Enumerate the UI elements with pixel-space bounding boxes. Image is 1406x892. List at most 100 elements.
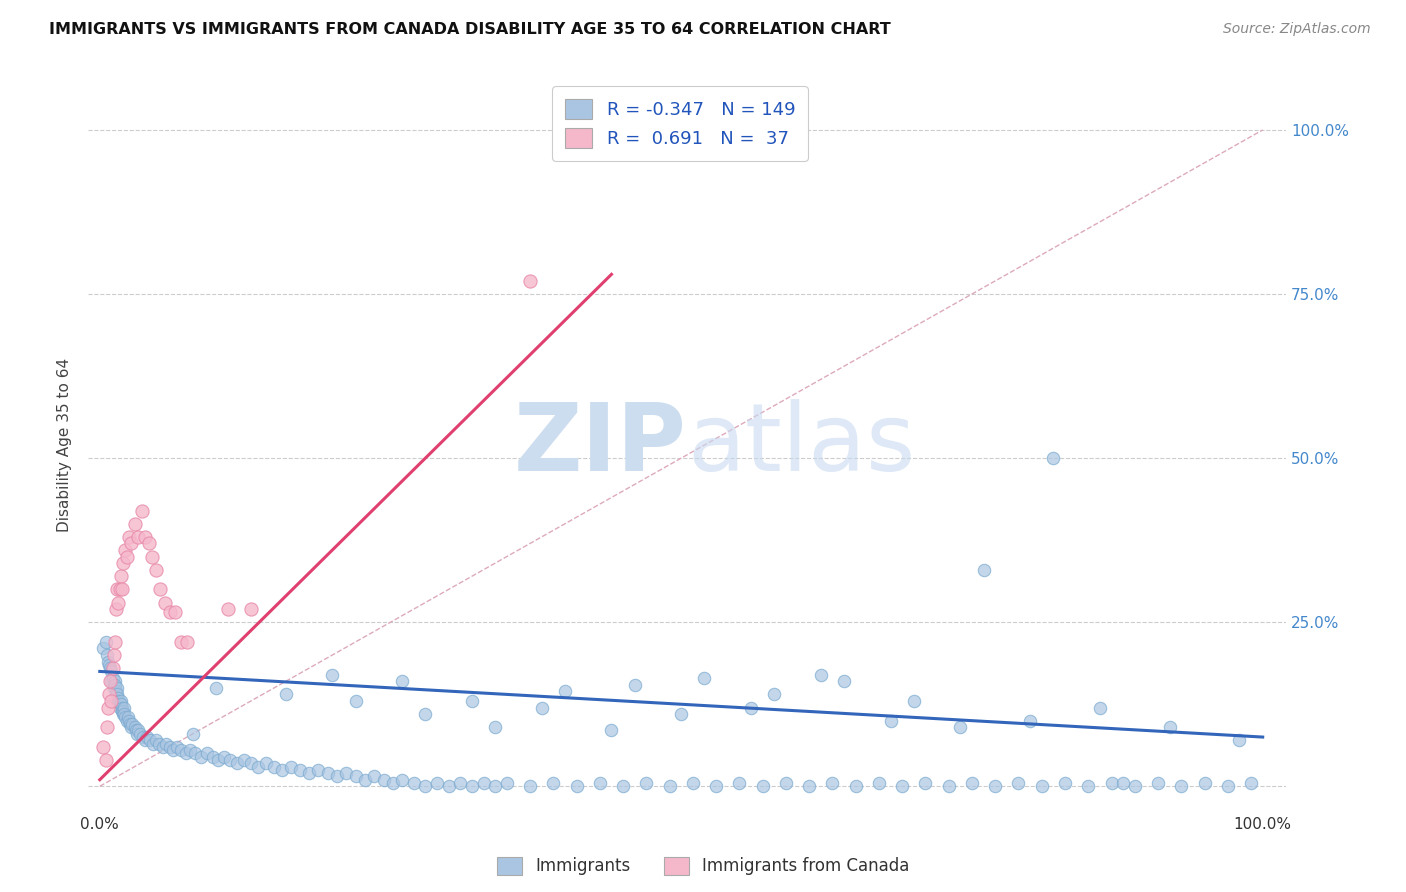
Point <box>868 776 890 790</box>
Point <box>845 779 868 793</box>
Point <box>1019 714 1042 728</box>
Point <box>271 763 294 777</box>
Point <box>97 655 120 669</box>
Point <box>891 779 914 793</box>
Point <box>107 690 129 705</box>
Text: Source: ZipAtlas.com: Source: ZipAtlas.com <box>1223 22 1371 37</box>
Point <box>212 749 235 764</box>
Point <box>91 641 114 656</box>
Point <box>554 684 576 698</box>
Point <box>903 694 925 708</box>
Point <box>114 710 136 724</box>
Point <box>132 730 155 744</box>
Point <box>104 677 127 691</box>
Point <box>98 661 121 675</box>
Point <box>984 779 1007 793</box>
Point <box>437 779 460 793</box>
Point <box>155 737 177 751</box>
Point <box>110 694 132 708</box>
Point <box>1088 700 1111 714</box>
Point <box>111 582 134 597</box>
Point <box>108 700 131 714</box>
Point <box>589 776 612 790</box>
Point <box>201 749 224 764</box>
Point <box>1216 779 1239 793</box>
Point <box>107 595 129 609</box>
Point <box>1101 776 1123 790</box>
Point <box>111 704 134 718</box>
Y-axis label: Disability Age 35 to 64: Disability Age 35 to 64 <box>58 358 72 532</box>
Point <box>103 681 125 695</box>
Point <box>91 739 114 754</box>
Point <box>94 753 117 767</box>
Point <box>763 687 786 701</box>
Point <box>118 530 141 544</box>
Point <box>112 700 135 714</box>
Point <box>1159 720 1181 734</box>
Point <box>108 698 131 712</box>
Point <box>105 684 128 698</box>
Point <box>233 753 256 767</box>
Point <box>118 717 141 731</box>
Point <box>1077 779 1099 793</box>
Point <box>112 707 135 722</box>
Point <box>184 747 207 761</box>
Point <box>1240 776 1263 790</box>
Point <box>1229 733 1251 747</box>
Point <box>159 605 181 619</box>
Point <box>190 749 212 764</box>
Point <box>176 635 198 649</box>
Point <box>949 720 972 734</box>
Point <box>104 674 127 689</box>
Point <box>461 694 484 708</box>
Point <box>110 698 132 712</box>
Point <box>124 516 146 531</box>
Point <box>391 674 413 689</box>
Point <box>938 779 960 793</box>
Point <box>124 720 146 734</box>
Point <box>153 595 176 609</box>
Point <box>600 723 623 738</box>
Point <box>105 681 128 695</box>
Point <box>110 569 132 583</box>
Point <box>751 779 773 793</box>
Point <box>1042 451 1064 466</box>
Point <box>484 779 506 793</box>
Point <box>219 753 242 767</box>
Point <box>612 779 634 793</box>
Point <box>105 687 128 701</box>
Point <box>100 694 122 708</box>
Point <box>104 635 127 649</box>
Point <box>136 730 159 744</box>
Point <box>101 661 124 675</box>
Point <box>472 776 495 790</box>
Point <box>98 687 121 701</box>
Point <box>636 776 658 790</box>
Point <box>101 671 124 685</box>
Point <box>100 665 122 679</box>
Legend: R = -0.347   N = 149, R =  0.691   N =  37: R = -0.347 N = 149, R = 0.691 N = 37 <box>553 87 808 161</box>
Point <box>799 779 821 793</box>
Point <box>170 743 193 757</box>
Point <box>118 714 141 728</box>
Point <box>307 763 329 777</box>
Point <box>129 727 152 741</box>
Point <box>449 776 471 790</box>
Point <box>207 753 229 767</box>
Point <box>519 274 541 288</box>
Point <box>363 769 385 783</box>
Point <box>254 756 277 771</box>
Point <box>344 694 367 708</box>
Legend: Immigrants, Immigrants from Canada: Immigrants, Immigrants from Canada <box>488 848 918 884</box>
Point <box>141 549 163 564</box>
Point <box>226 756 249 771</box>
Point <box>335 766 357 780</box>
Point <box>131 503 153 517</box>
Point <box>149 582 172 597</box>
Point <box>125 723 148 738</box>
Point <box>1123 779 1146 793</box>
Point <box>107 694 129 708</box>
Point <box>162 743 184 757</box>
Point <box>810 667 832 681</box>
Point <box>108 582 131 597</box>
